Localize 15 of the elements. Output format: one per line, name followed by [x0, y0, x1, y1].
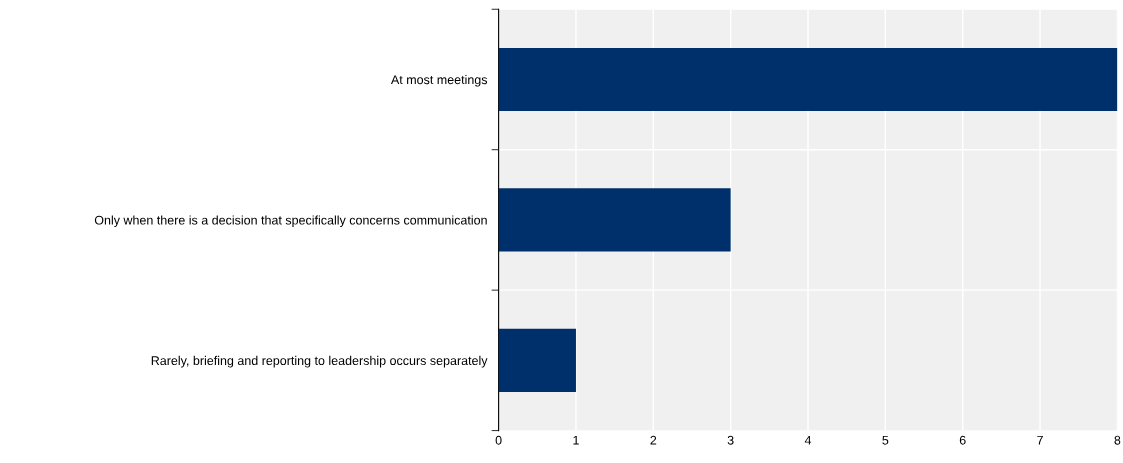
x-tick-label: 4	[804, 435, 812, 445]
x-tick-label: 3	[727, 435, 734, 445]
y-tick-label: Rarely, briefing and reporting to leadership occurs separately	[151, 355, 488, 368]
x-tick-label: 2	[650, 435, 657, 445]
y-tick-label: At most meetings	[390, 74, 488, 87]
bar	[498, 188, 731, 252]
x-tick-label: 1	[573, 435, 579, 445]
x-tick-label: 7	[1037, 435, 1043, 445]
x-tick-label: 8	[1114, 435, 1121, 445]
bar	[498, 47, 1118, 112]
y-tick-label: Only when there is a decision that specifically concerns communication	[94, 215, 487, 228]
x-tick-label: 0	[495, 435, 502, 445]
x-tick-label: 5	[882, 435, 889, 445]
bar	[498, 328, 576, 392]
x-tick-label: 6	[959, 435, 966, 445]
